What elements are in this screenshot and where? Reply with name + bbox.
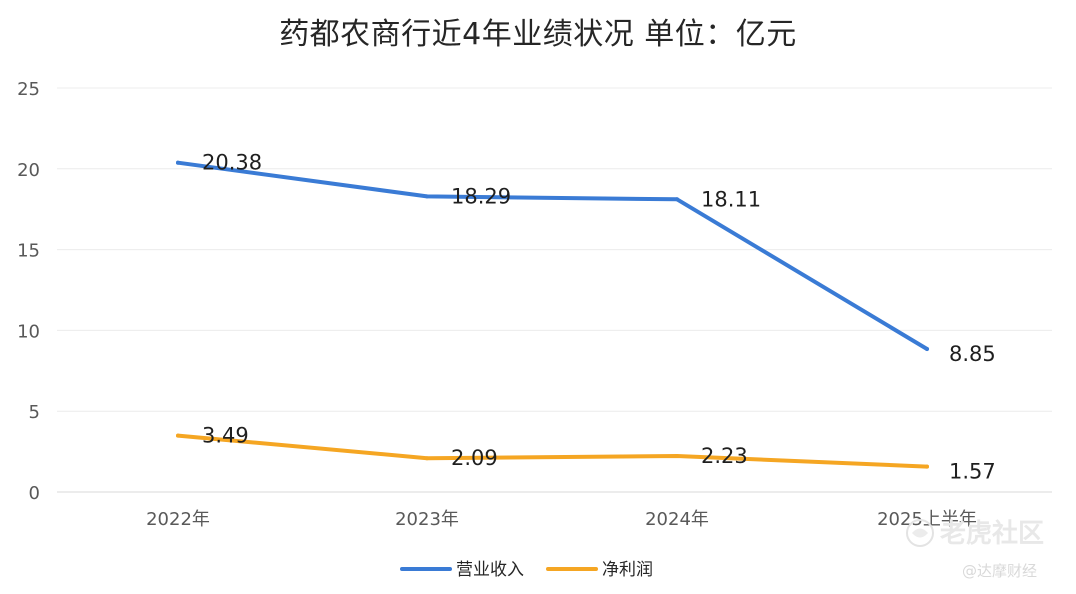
data-label: 18.11: [701, 187, 761, 211]
data-point: [176, 160, 180, 165]
series-layer: [176, 160, 929, 469]
watermark-text-main: 老虎社区: [940, 518, 1044, 549]
watermark: 老虎社区 @达摩财经: [906, 518, 1044, 580]
x-tick-label: 2024年: [645, 509, 709, 530]
x-tick-label: 2023年: [395, 509, 459, 530]
y-tick-label: 10: [17, 321, 40, 342]
data-point: [425, 456, 429, 461]
data-label: 3.49: [202, 424, 249, 448]
data-label: 1.57: [949, 460, 996, 484]
data-point: [925, 464, 929, 469]
legend: 营业收入 净利润: [400, 560, 653, 580]
y-axis: 0 5 10 15 20 25: [17, 79, 40, 504]
data-label: 2.23: [701, 444, 748, 468]
tiger-logo-icon: [906, 519, 934, 547]
watermark-text-sub: @达摩财经: [962, 562, 1037, 580]
data-label: 2.09: [451, 446, 498, 470]
y-tick-label: 5: [29, 402, 40, 423]
data-label: 18.29: [451, 184, 511, 208]
data-point: [675, 454, 679, 458]
data-labels: 20.38 18.29 18.11 8.85 3.49 2.09 2.23 1.57: [202, 151, 996, 484]
x-tick-label: 2025上半年: [877, 509, 977, 530]
y-tick-label: 25: [17, 79, 40, 100]
data-point: [176, 433, 180, 438]
data-point: [675, 197, 679, 202]
data-label: 8.85: [949, 342, 996, 366]
x-tick-label: 2022年: [146, 509, 210, 530]
x-axis: 2022年 2023年 2024年 2025上半年: [146, 509, 977, 530]
y-tick-label: 0: [29, 483, 40, 504]
legend-label: 净利润: [602, 560, 653, 580]
data-point: [925, 347, 929, 351]
y-tick-label: 15: [17, 241, 40, 262]
series-line-net-profit: [176, 433, 929, 469]
data-label: 20.38: [202, 151, 262, 175]
series-line-revenue: [176, 160, 929, 351]
chart-title: 药都农商行近4年业绩状况 单位：亿元: [279, 17, 797, 52]
data-point: [425, 194, 429, 199]
legend-label: 营业收入: [456, 560, 524, 580]
y-tick-label: 20: [17, 160, 40, 181]
